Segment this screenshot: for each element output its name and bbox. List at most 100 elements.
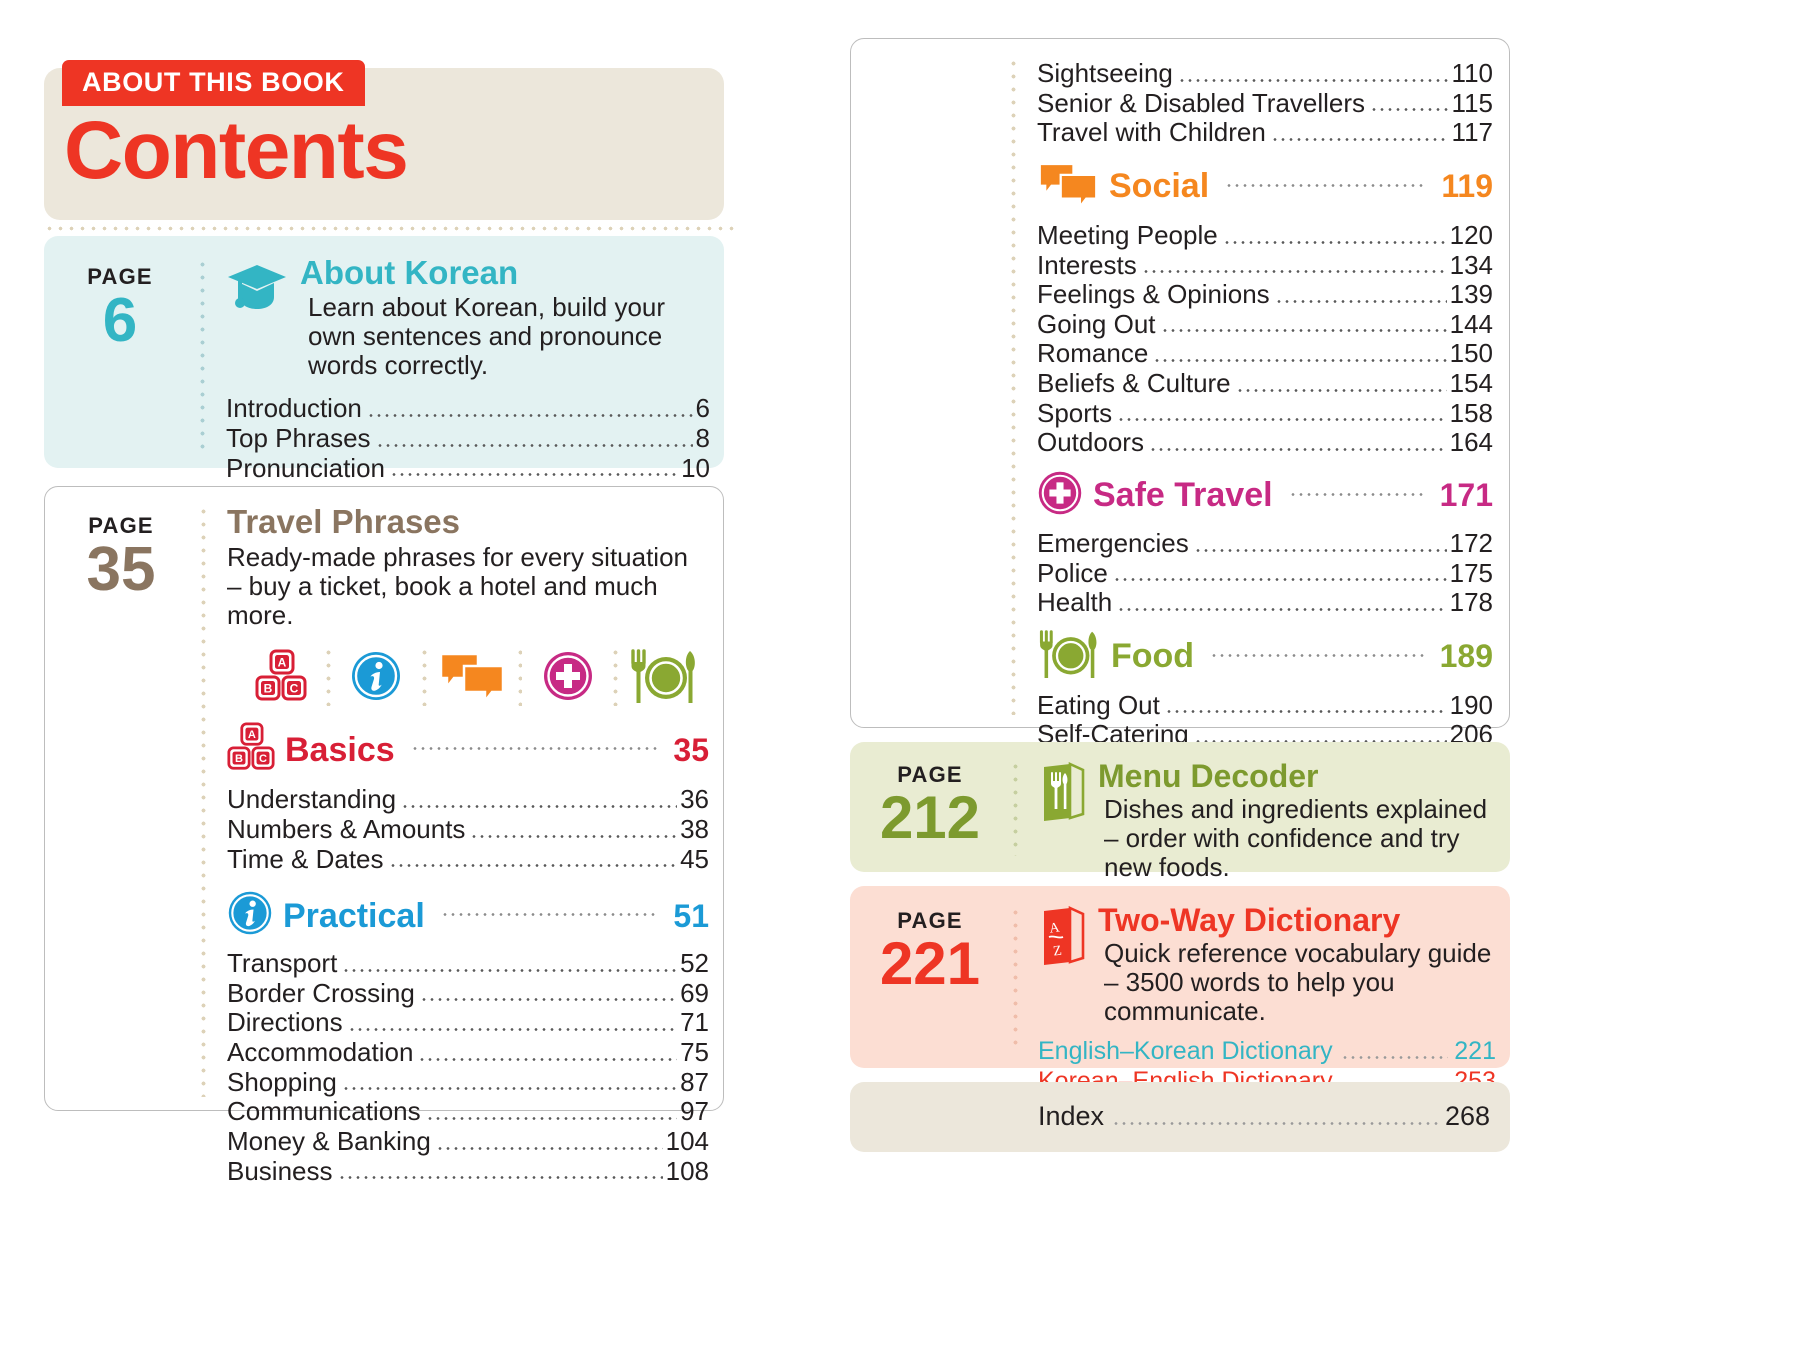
vertical-dotted-rule — [200, 258, 205, 450]
toc-entry[interactable]: Shopping 87 — [227, 1066, 709, 1098]
leader-dots — [1370, 108, 1449, 112]
icon-separator — [421, 646, 427, 707]
leader-dots — [440, 913, 658, 917]
toc-entry[interactable]: Accommodation 75 — [227, 1037, 709, 1068]
toc-entry-page: 115 — [1451, 87, 1493, 118]
chapter-heading[interactable]: Social 119 — [1037, 160, 1493, 213]
leader-dots — [375, 443, 693, 447]
right-chapters: Social 119 Meeting People 120 Interests 134 Fe… — [1037, 160, 1493, 780]
toc-entry[interactable]: Meeting People 120 — [1037, 220, 1493, 251]
icon-separator — [326, 646, 331, 707]
vertical-dotted-rule — [1013, 760, 1018, 856]
svg-text:C: C — [259, 754, 267, 766]
toc-entry-page: 144 — [1449, 308, 1493, 339]
leader-dots — [419, 998, 678, 1002]
leader-dots — [1274, 299, 1447, 303]
dictionary-box[interactable]: PAGE 221 A Z Two-W — [850, 886, 1510, 1095]
toc-entry[interactable]: Introduction 6 — [226, 394, 710, 424]
toc-entry-label: Outdoors — [1037, 427, 1144, 458]
toc-entry[interactable]: Top Phrases 8 — [226, 423, 710, 454]
toc-entry-label: Romance — [1037, 338, 1149, 369]
leader-dots — [1210, 653, 1424, 657]
toc-entry-page: 117 — [1451, 117, 1493, 148]
page-label: PAGE — [88, 513, 154, 538]
leader-dots — [1288, 492, 1424, 496]
toc-entry-page: 75 — [680, 1037, 709, 1068]
toc-entry[interactable]: Health 178 — [1037, 587, 1493, 618]
toc-entry-page: 71 — [680, 1007, 709, 1038]
svg-text:A: A — [248, 730, 256, 742]
dotted-divider — [44, 226, 734, 231]
toc-entry[interactable]: Travel with Children 117 — [1037, 118, 1493, 148]
toc-entry[interactable]: Emergencies 172 — [1037, 528, 1493, 559]
chapter-name: Practical — [283, 896, 425, 935]
toc-entry[interactable]: Time & Dates 45 — [227, 844, 709, 875]
vertical-dotted-rule — [1013, 906, 1018, 1048]
toc-entry-label: Shopping — [227, 1066, 337, 1097]
toc-entry[interactable]: Outdoors 164 — [1037, 428, 1493, 458]
toc-entry[interactable]: Senior & Disabled Travellers 115 — [1037, 87, 1493, 119]
toc-entry[interactable]: Police 175 — [1037, 558, 1493, 589]
dictionary-entry[interactable]: English–Korean Dictionary 221 — [1038, 1036, 1496, 1066]
abc-blocks-icon: A B C — [227, 722, 275, 777]
toc-entry[interactable]: Understanding 36 — [227, 785, 709, 815]
toc-entry[interactable]: Beliefs & Culture 154 — [1037, 368, 1493, 399]
menu-decoder-page-marker: PAGE 212 — [850, 762, 1010, 848]
toc-entry[interactable]: Sports 158 — [1037, 398, 1493, 429]
toc-entry-page: 69 — [680, 977, 709, 1008]
toc-entry[interactable]: Directions 71 — [227, 1008, 709, 1038]
toc-entry-label: Travel with Children — [1037, 117, 1266, 148]
toc-entry[interactable]: Going Out 144 — [1037, 308, 1493, 340]
leader-dots — [1225, 183, 1426, 187]
chapter-page: 51 — [673, 897, 709, 934]
leader-dots — [390, 473, 679, 477]
info-circle-icon — [331, 650, 422, 702]
speech-bubbles-icon — [1037, 160, 1099, 213]
chapter-heading[interactable]: Safe Travel 171 — [1037, 470, 1493, 521]
toc-entry[interactable]: Communications 97 — [227, 1097, 709, 1127]
toc-entry[interactable]: Numbers & Amounts 38 — [227, 814, 709, 845]
toc-entry[interactable]: Pronunciation 10 — [226, 453, 710, 484]
left-column: ABOUT THIS BOOK Contents PAGE 6 — [44, 30, 734, 1185]
leader-dots — [1153, 359, 1447, 362]
toc-entry[interactable]: Interests 134 — [1037, 250, 1493, 281]
toc-entry-label: Feelings & Opinions — [1037, 279, 1270, 310]
travel-phrases-box[interactable]: PAGE 35 Travel Phrases Ready-made phrase… — [44, 486, 724, 1185]
page-number: 221 — [879, 930, 981, 997]
dictionary-entry-label: English–Korean Dictionary — [1038, 1037, 1333, 1066]
leader-dots — [1148, 447, 1447, 451]
toc-entry-label: Going Out — [1037, 308, 1156, 339]
toc-entry[interactable]: Romance 150 — [1037, 339, 1493, 369]
toc-entry-label: Beliefs & Culture — [1037, 368, 1231, 398]
toc-entry[interactable]: Eating Out 190 — [1037, 690, 1493, 721]
toc-entry-label: Communications — [227, 1096, 421, 1127]
chapter-heading[interactable]: A B C Basics 35 — [227, 722, 709, 777]
chapter-name: Social — [1109, 167, 1210, 206]
toc-entry[interactable]: Business 108 — [227, 1156, 709, 1187]
travel-phrases-continued-box[interactable]: Sightseeing 110 Senior & Disabled Travelle… — [850, 38, 1510, 779]
chapter-heading[interactable]: Food 189 — [1037, 630, 1493, 683]
page-label: PAGE — [87, 264, 153, 289]
toc-entry[interactable]: Money & Banking 104 — [227, 1125, 709, 1157]
plus-circle-icon — [1037, 470, 1083, 521]
page-label: PAGE — [897, 908, 963, 933]
page-number: 35 — [86, 535, 156, 604]
about-korean-box[interactable]: PAGE 6 About Korean — [44, 236, 724, 512]
leader-dots — [347, 1028, 678, 1032]
index-row[interactable]: Index 268 — [1038, 1100, 1490, 1132]
abc-blocks-icon: A B C — [235, 649, 326, 703]
toc-entry-page: 104 — [665, 1125, 709, 1156]
right-column: Sightseeing 110 Senior & Disabled Travelle… — [850, 38, 1510, 1152]
leader-dots — [1117, 607, 1447, 611]
toc-entry[interactable]: Sightseeing 110 — [1037, 58, 1493, 89]
chapter-heading[interactable]: Practical 51 — [227, 890, 709, 941]
dictionary-page-marker: PAGE 221 — [850, 908, 1010, 997]
toc-entry-page: 36 — [680, 784, 709, 815]
toc-entry[interactable]: Feelings & Opinions 139 — [1037, 279, 1493, 310]
menu-decoder-box[interactable]: PAGE 212 Menu De — [850, 742, 1510, 882]
toc-entry[interactable]: Border Crossing 69 — [227, 977, 709, 1009]
toc-entry-label: Money & Banking — [227, 1125, 431, 1156]
index-box[interactable]: Index 268 — [850, 1082, 1510, 1152]
toc-entry[interactable]: Transport 52 — [227, 949, 709, 979]
leader-dots — [1177, 78, 1449, 82]
